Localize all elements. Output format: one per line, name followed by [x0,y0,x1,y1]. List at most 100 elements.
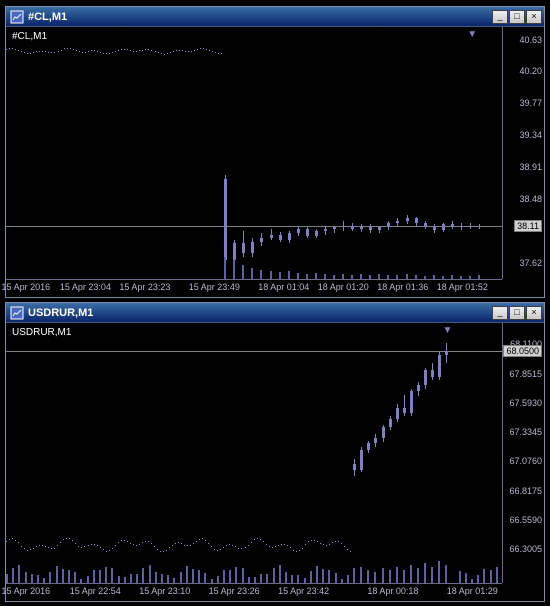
volume-bar [6,574,8,583]
volume-bar [270,271,272,279]
close-button[interactable]: × [526,306,542,320]
plot-area: ▼ [6,323,502,583]
volume-bar [431,567,433,584]
volume-bar [266,574,268,584]
volume-bar [347,575,349,583]
window-titlebar[interactable]: #CL,M1_□× [6,7,544,27]
volume-bar [198,570,200,583]
volume-bar [315,273,317,279]
volume-bar [105,567,107,583]
volume-bar [31,574,33,583]
y-tick: 38.91 [519,162,542,172]
volume-bar [335,573,337,583]
volume-bar [291,575,293,583]
max-button[interactable]: □ [509,10,525,24]
x-tick: 18 Apr 01:04 [258,282,309,292]
max-button[interactable]: □ [509,306,525,320]
volume-bar [192,569,194,583]
volume-bar [424,276,426,279]
chart-icon [10,306,24,320]
volume-bar [469,276,471,279]
volume-bar [254,577,256,583]
current-price-line [6,226,502,227]
volume-bar [99,570,101,583]
volume-bar [378,274,380,279]
chart-area[interactable]: USDRUR,M168.110067.851567.593067.334567.… [6,323,544,601]
volume-bar [306,274,308,279]
volume-bar [233,259,235,279]
volume-bar [310,571,312,583]
volume-bar [471,579,473,583]
y-axis: 68.110067.851567.593067.334567.076066.81… [502,323,544,583]
volume-bar [211,579,213,583]
y-tick: 67.8515 [509,369,542,379]
volume-bar [224,257,226,279]
volume-bar [80,579,82,583]
y-tick: 40.63 [519,35,542,45]
current-price-badge: 38.11 [514,220,542,232]
volume-bar [142,568,144,583]
window-title: USDRUR,M1 [28,307,492,319]
volume-bar [93,570,95,583]
volume-bar [353,568,355,583]
volume-bar [396,567,398,584]
volume-bar [478,275,480,279]
x-tick: 15 Apr 23:26 [209,586,260,596]
volume-bar [304,578,306,583]
x-tick: 18 Apr 01:29 [447,586,498,596]
volume-bar [12,568,14,583]
min-button[interactable]: _ [492,306,508,320]
volume-bar [235,567,237,583]
chart-area[interactable]: #CL,M140.6340.2039.7739.3438.9138.4838.1… [6,27,544,297]
volume-bar [43,578,45,583]
volume-bar [389,570,391,583]
volume-bar [242,265,244,279]
volume-bar [442,276,444,279]
volume-bar [130,574,132,583]
volume-bar [149,565,151,583]
x-tick: 15 Apr 23:42 [278,586,329,596]
volume-bar [316,566,318,583]
volume-bar [460,276,462,279]
volume-bar [260,270,262,279]
volume-bar [260,574,262,583]
window-titlebar[interactable]: USDRUR,M1_□× [6,303,544,323]
volume-bar [433,275,435,279]
current-price-badge: 68.0500 [503,345,542,357]
y-tick: 40.20 [519,66,542,76]
volume-bar [285,572,287,583]
x-tick: 15 Apr 23:49 [189,282,240,292]
volume-bar [186,566,188,583]
x-tick: 15 Apr 23:04 [60,282,111,292]
volume-bar [333,275,335,279]
chart-window: #CL,M1_□×#CL,M140.6340.2039.7739.3438.91… [5,6,545,298]
y-tick: 66.8175 [509,486,542,496]
volume-bar [410,565,412,583]
volume-bar [438,561,440,583]
volume-bar [155,572,157,583]
chart-marker-icon: ▼ [442,325,452,336]
x-tick: 18 Apr 01:36 [377,282,428,292]
volume-bar [297,273,299,279]
volume-bar [229,570,231,583]
x-tick: 18 Apr 01:52 [437,282,488,292]
volume-bar [367,570,369,583]
volume-bar [136,574,138,583]
volume-bar [403,570,405,583]
window-controls: _□× [492,10,542,24]
volume-bar [459,571,461,583]
volume-bar [204,573,206,583]
volume-bar [242,568,244,583]
chart-marker-icon: ▼ [467,29,477,40]
close-button[interactable]: × [526,10,542,24]
volume-bar [341,579,343,583]
min-button[interactable]: _ [492,10,508,24]
volume-bar [445,565,447,583]
volume-bar [273,568,275,583]
volume-bar [396,275,398,279]
volume-bar [322,569,324,583]
x-tick: 18 Apr 01:20 [318,282,369,292]
volume-bar [351,275,353,279]
x-axis: 15 Apr 201615 Apr 22:5415 Apr 23:1015 Ap… [6,583,502,601]
volume-bar [374,572,376,583]
